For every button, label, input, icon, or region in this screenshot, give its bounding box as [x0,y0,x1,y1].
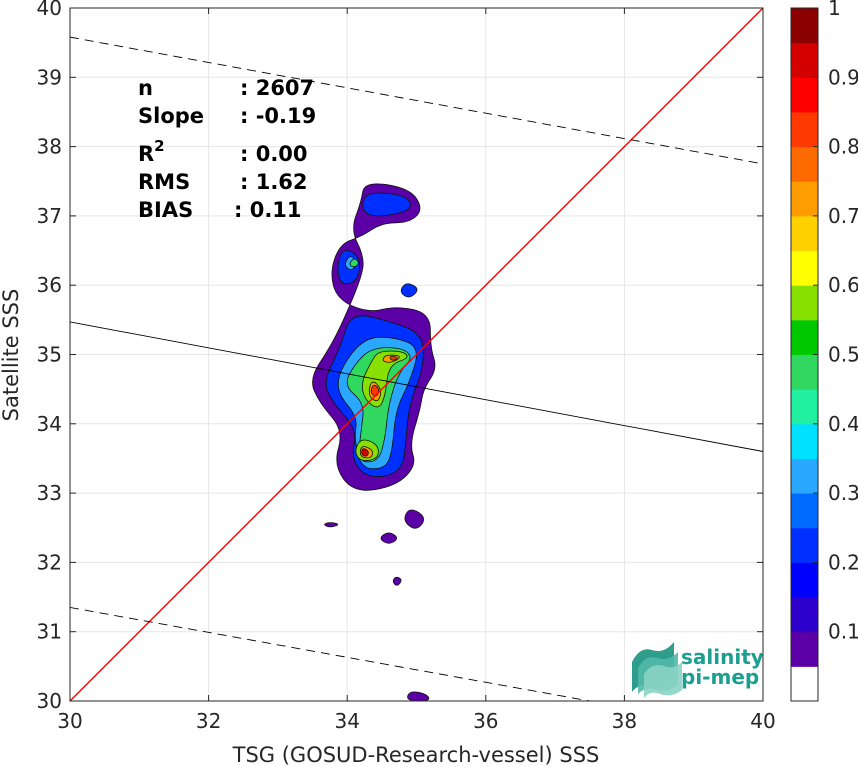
colorbar-band-17 [791,77,818,113]
x-tick-label-1: 32 [196,709,221,733]
stat-rms-label: RMS [138,170,190,194]
reference-lines [70,8,763,701]
stat-r2-sup: 2 [154,137,164,155]
colorbar-tick-label-8: 0.9 [828,65,858,89]
colorbar-band-11 [791,285,818,321]
x-tick-label-4: 38 [612,709,637,733]
colorbar-tick-label-0: 0.1 [828,620,858,644]
colorbar-band-14 [791,181,818,217]
x-axis-label: TSG (GOSUD-Research-vessel) SSS [232,743,600,767]
density-contour-2 [380,532,397,544]
colorbar-band-7 [791,423,818,459]
stat-bias-value: : 0.11 [234,198,302,222]
line-upper-bound [70,36,763,165]
colorbar-band-13 [791,215,818,252]
logo-line2: pi-mep [681,665,759,689]
x-tick-label-0: 30 [57,709,82,733]
colorbar-band-3 [791,562,818,598]
colorbar-band-10 [791,319,818,355]
colorbar-band-9 [791,354,818,390]
colorbar-tick-label-2: 0.3 [828,481,858,505]
stat-n-value: : 2607 [240,76,314,100]
line-lower-bound [70,607,590,701]
stat-rms-value: : 1.62 [240,170,308,194]
y-tick-label-10: 40 [37,0,62,20]
y-tick-label-5: 35 [37,343,62,367]
stats-box: n : 2607 Slope : -0.19 R2 : 0.00 RMS : 1… [138,76,316,222]
y-tick-label-9: 39 [37,65,62,89]
colorbar-tick-label-3: 0.4 [828,412,858,436]
colorbar-band-16 [791,111,818,148]
x-tick-label-3: 36 [473,709,498,733]
density-contour-19 [389,356,398,361]
colorbar-band-18 [791,42,818,78]
colorbar-band-6 [791,458,818,494]
y-tick-label-4: 34 [37,412,62,436]
colorbar-band-4 [791,527,818,563]
y-tick-label-1: 31 [37,620,62,644]
colorbar-band-19 [791,8,818,44]
y-tick-label-2: 32 [37,550,62,574]
density-contour-6 [362,192,411,217]
stat-slope-value: : -0.19 [240,104,316,128]
density-contours [312,183,436,701]
stat-n-label: n [138,76,153,100]
density-contour-1 [404,509,425,529]
y-axis-label: Satellite SSS [0,289,23,422]
colorbar-tick-label-4: 0.5 [828,343,858,367]
y-tick-label-0: 30 [37,689,62,713]
logo-line1: salinity [681,645,764,669]
density-contour-9 [400,283,418,298]
x-tick-label-5: 40 [750,709,775,733]
density-contour-13 [349,258,359,268]
colorbar-tick-label-9: 1 [828,0,841,20]
y-tick-label-3: 33 [37,481,62,505]
y-tick-label-8: 38 [37,135,62,159]
density-contour-4 [324,522,339,528]
colorbar-band-0 [791,666,818,702]
stat-bias-label: BIAS [138,198,193,222]
colorbar [791,8,818,702]
colorbar-band-12 [791,250,818,286]
y-tick-label-7: 37 [37,204,62,228]
density-contour-3 [392,576,402,586]
colorbar-band-8 [791,389,818,425]
x-tick-label-2: 34 [334,709,359,733]
colorbar-tick-label-1: 0.2 [828,550,858,574]
colorbar-band-5 [791,493,818,529]
stat-r2-base: R [138,142,154,166]
colorbar-band-2 [791,597,818,633]
y-ticks: 30 31 32 33 34 35 36 37 38 39 40 [37,0,763,713]
salinity-pi-mep-logo: salinity pi-mep [632,642,764,698]
x-ticks: 30 32 34 36 38 40 [57,8,776,733]
wave-logo-icon [632,642,682,698]
colorbar-tick-label-6: 0.7 [828,204,858,228]
colorbar-tick-label-7: 0.8 [828,135,858,159]
stat-r2-value: : 0.00 [240,142,308,166]
colorbar-ticks: 0.1 0.2 0.3 0.4 0.5 0.6 0.7 0.8 0.9 1 [813,0,858,644]
y-tick-label-6: 36 [37,273,62,297]
colorbar-band-1 [791,631,818,667]
colorbar-band-15 [791,146,818,182]
line-one-to-one [70,8,763,701]
stat-r2-label: R2 [138,137,165,166]
line-regression [70,321,763,452]
density-contour-21 [361,448,369,457]
colorbar-tick-label-5: 0.6 [828,273,858,297]
stat-slope-label: Slope [138,104,204,128]
